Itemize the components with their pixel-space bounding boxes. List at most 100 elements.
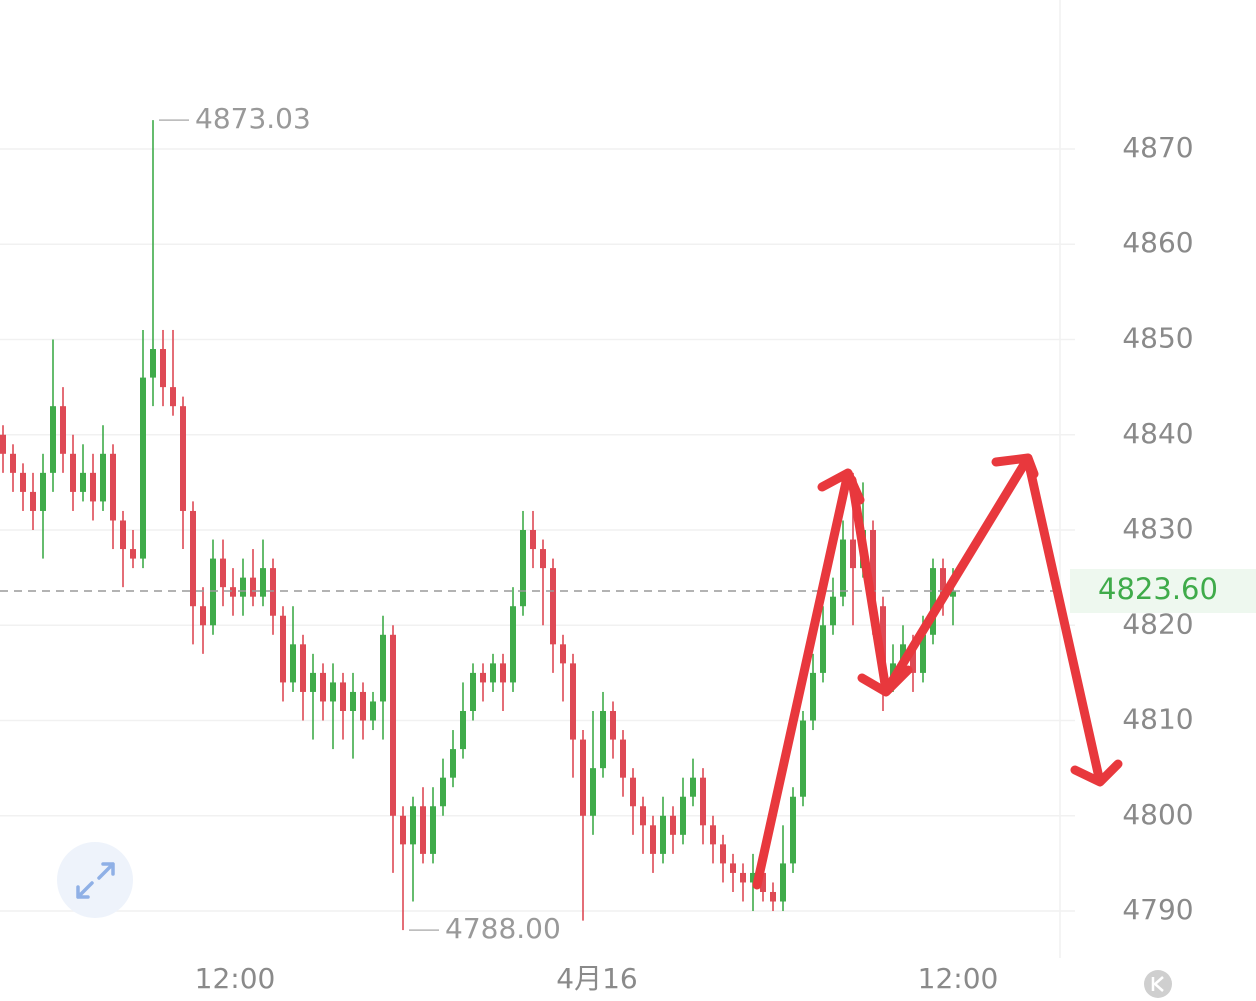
y-tick-label: 4840 [1122,417,1193,450]
candle-body [420,806,426,854]
y-tick-label: 4830 [1122,512,1193,545]
candle-body [520,530,526,607]
candle-body [100,453,106,502]
kline-button[interactable] [1144,970,1172,998]
candle-body [570,663,576,740]
candle-body [30,491,36,511]
candle-body [910,644,916,673]
candle-body [780,863,786,902]
y-tick-label: 4870 [1122,131,1193,164]
candle-body [0,434,6,454]
candle-body [670,815,676,835]
candle-body [40,472,46,511]
candle-body [330,682,336,702]
candle-body [440,777,446,807]
candle-body [690,777,696,797]
candle-body [640,806,646,826]
candle-body [130,549,136,559]
candle-body [920,634,926,673]
candle-body [510,606,516,683]
candle-body [250,577,256,597]
x-tick-label: 4月16 [556,962,637,995]
plot: 47904800481048204830484048504860487012:0… [0,102,1256,995]
candle-body [470,672,476,711]
candle-body [340,682,346,711]
candle-body [290,644,296,683]
candle-body [210,558,216,626]
high-label: 4873.03 [195,102,311,135]
candle-body [450,749,456,778]
last-price-label: 4823.60 [1098,572,1218,606]
candle-body [230,587,236,597]
candle-body [490,663,496,683]
candle-body [720,844,726,864]
candle-body [120,520,126,550]
candle-body [630,777,636,807]
candle-body [220,558,226,588]
expand-button[interactable] [57,842,133,918]
candle-body [900,644,906,664]
candle-body [50,406,56,473]
candle-body [830,596,836,626]
candle-body [600,710,606,769]
candle-body [550,568,556,645]
candle-body [580,739,586,816]
candle-body [650,825,656,854]
candle-body [590,768,596,816]
candle-body [410,806,416,845]
candle-body [310,672,316,692]
candle-body [140,377,146,559]
candle-body [10,453,16,473]
low-label: 4788.00 [445,912,561,945]
y-tick-label: 4850 [1122,321,1193,354]
candle-body [460,710,466,750]
candle-body [620,739,626,778]
candle-body [380,634,386,702]
expand-bg[interactable] [57,842,133,918]
candle-body [940,568,946,597]
y-tick-label: 4790 [1122,893,1193,926]
candle-body [390,634,396,816]
arrow-down [1023,455,1123,787]
candle-body [90,472,96,502]
kline-icon[interactable] [1151,976,1164,992]
candle-body [170,387,176,407]
candle-body [480,672,486,683]
candle-body [240,577,246,597]
candle-body [530,530,536,550]
candle-body [790,796,796,864]
candle-body [260,568,266,597]
last-price-bg [1070,568,1256,613]
candle-body [560,644,566,664]
candle-body [810,672,816,721]
candle-body [280,615,286,683]
candle-body [180,406,186,511]
candle-body [20,472,26,492]
candle-body [760,872,766,892]
candle-body [190,510,196,607]
expand-icon[interactable] [76,862,115,899]
candle-body [680,796,686,835]
candle-body [350,691,356,711]
candle-body [110,453,116,521]
candle-body [660,815,666,854]
candle-body [750,872,756,883]
candle-body [60,406,66,454]
candle-body [930,568,936,635]
candle-body [80,472,86,492]
candle-body [840,539,846,597]
candle-body [500,663,506,683]
candle-body [770,891,776,902]
candle-body [740,872,746,883]
kline-bg[interactable] [1144,970,1172,998]
candle-body [360,691,366,721]
candle-body [400,815,406,845]
candle-body [320,672,326,702]
candle-body [430,806,436,854]
candle-body [300,644,306,692]
candle-body [820,625,826,673]
candle-body [730,863,736,873]
x-tick-label: 12:00 [918,962,999,995]
candle-body [70,453,76,492]
